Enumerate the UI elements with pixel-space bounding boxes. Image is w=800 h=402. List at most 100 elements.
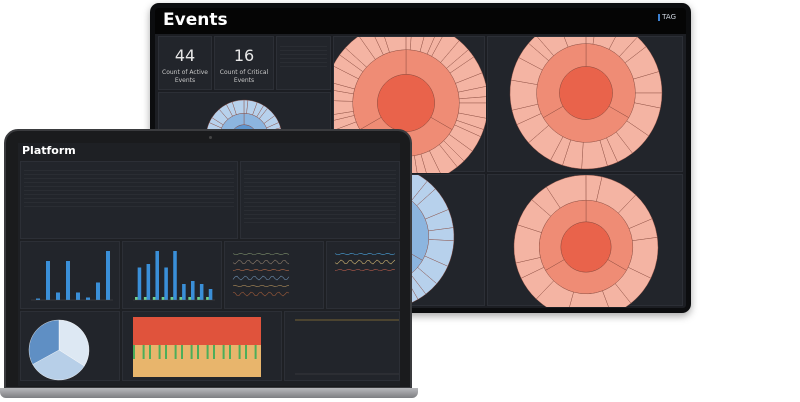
pie-chart[interactable] [21,312,121,382]
sunburst-chart[interactable] [488,37,684,173]
line-chart[interactable] [327,242,400,310]
sunburst-center [559,66,613,120]
kpi-value: 44 [174,46,196,65]
table-row[interactable] [24,187,234,191]
heatmap-cell [238,345,241,359]
table-row[interactable] [244,211,396,215]
bar-secondary [161,297,165,300]
kpi-value: 16 [233,46,255,65]
bar [96,282,100,300]
bar [146,264,151,300]
bar [106,251,110,300]
heatmap-cell [213,345,215,359]
table-row[interactable] [244,219,396,223]
bar-secondary [206,297,209,300]
table-row[interactable] [24,175,234,179]
series-line [232,253,290,255]
table-row[interactable] [24,195,234,199]
bar [191,281,195,300]
camera [209,136,212,139]
bar [155,251,159,300]
laptop: Platform [4,129,412,389]
heatmap-cell [165,345,167,359]
table-row[interactable] [244,215,396,219]
bar [46,261,50,300]
pie-slice [28,319,60,365]
sunburst-segment [546,175,587,209]
table-row[interactable] [24,203,234,207]
heatmap-cell [190,345,193,359]
laptop-base [0,388,418,398]
heatmap-cell [181,345,183,359]
line-chart-panel-2 [326,241,400,309]
bar [137,267,142,300]
table-row[interactable] [244,187,396,191]
table-row[interactable] [244,199,396,203]
table-row[interactable] [24,167,234,171]
sunburst-center [560,221,612,273]
sunburst-segment [563,37,587,48]
heatmap-cell [174,345,177,359]
table-row[interactable] [244,171,396,175]
table-row[interactable] [244,207,396,211]
events-header: Events TAG [155,8,686,34]
events-table [276,36,331,90]
table-row[interactable] [244,195,396,199]
table-row[interactable] [244,203,396,207]
heatmap-cell [206,345,209,359]
bar-chart[interactable] [123,242,223,310]
bar-chart-panel-1 [20,241,120,309]
table-row[interactable] [24,199,234,203]
bar [56,292,60,300]
bar-secondary [152,297,156,300]
heatmap-band [133,317,261,345]
heatmap-chart[interactable] [123,312,283,382]
bar-secondary [143,297,147,300]
bar-chart-panel-2 [122,241,222,309]
kpi-critical-events: 16 Count of Critical Events [214,36,274,90]
heatmap-cell [254,345,257,359]
pie-chart-panel [20,311,120,381]
bar [173,251,177,300]
table-row[interactable] [244,183,396,187]
bar-secondary [170,297,174,300]
table-row[interactable] [244,179,396,183]
bar-secondary [188,297,191,300]
kpi-active-events: 44 Count of Active Events [158,36,212,90]
bar [208,289,213,300]
series-line [232,291,290,297]
table-row[interactable] [244,175,396,179]
series-line [334,259,396,265]
bar [66,261,70,300]
line-chart-panel-1 [224,241,324,309]
heatmap-cell [133,345,135,359]
sunburst-chart[interactable] [488,175,684,307]
line-chart[interactable] [285,312,400,382]
line-chart[interactable] [225,242,325,310]
table-row[interactable] [24,191,234,195]
heatmap-cell [245,345,247,359]
series-line [334,269,396,271]
heatmap-cell [222,345,225,359]
page-title: Events [163,10,228,30]
bar-secondary [197,297,200,300]
bar-chart[interactable] [21,242,121,310]
bar-secondary [179,297,183,300]
kpi-label: Count of Active Events [162,69,208,84]
sunburst-center [377,74,435,132]
heatmap-cell [197,345,199,359]
table-row[interactable] [244,167,396,171]
table-row[interactable] [24,183,234,187]
timeline-panel [284,311,400,381]
series-line [334,253,396,255]
table-row[interactable] [24,171,234,175]
platform-table-1 [20,161,238,239]
platform-dashboard: Platform [18,143,400,386]
sunburst-segment [232,99,245,115]
table-row[interactable] [24,179,234,183]
table-row[interactable] [244,191,396,195]
series-line [232,269,290,271]
page-title: Platform [22,144,76,157]
bar [182,284,186,300]
heatmap-panel [122,311,282,381]
